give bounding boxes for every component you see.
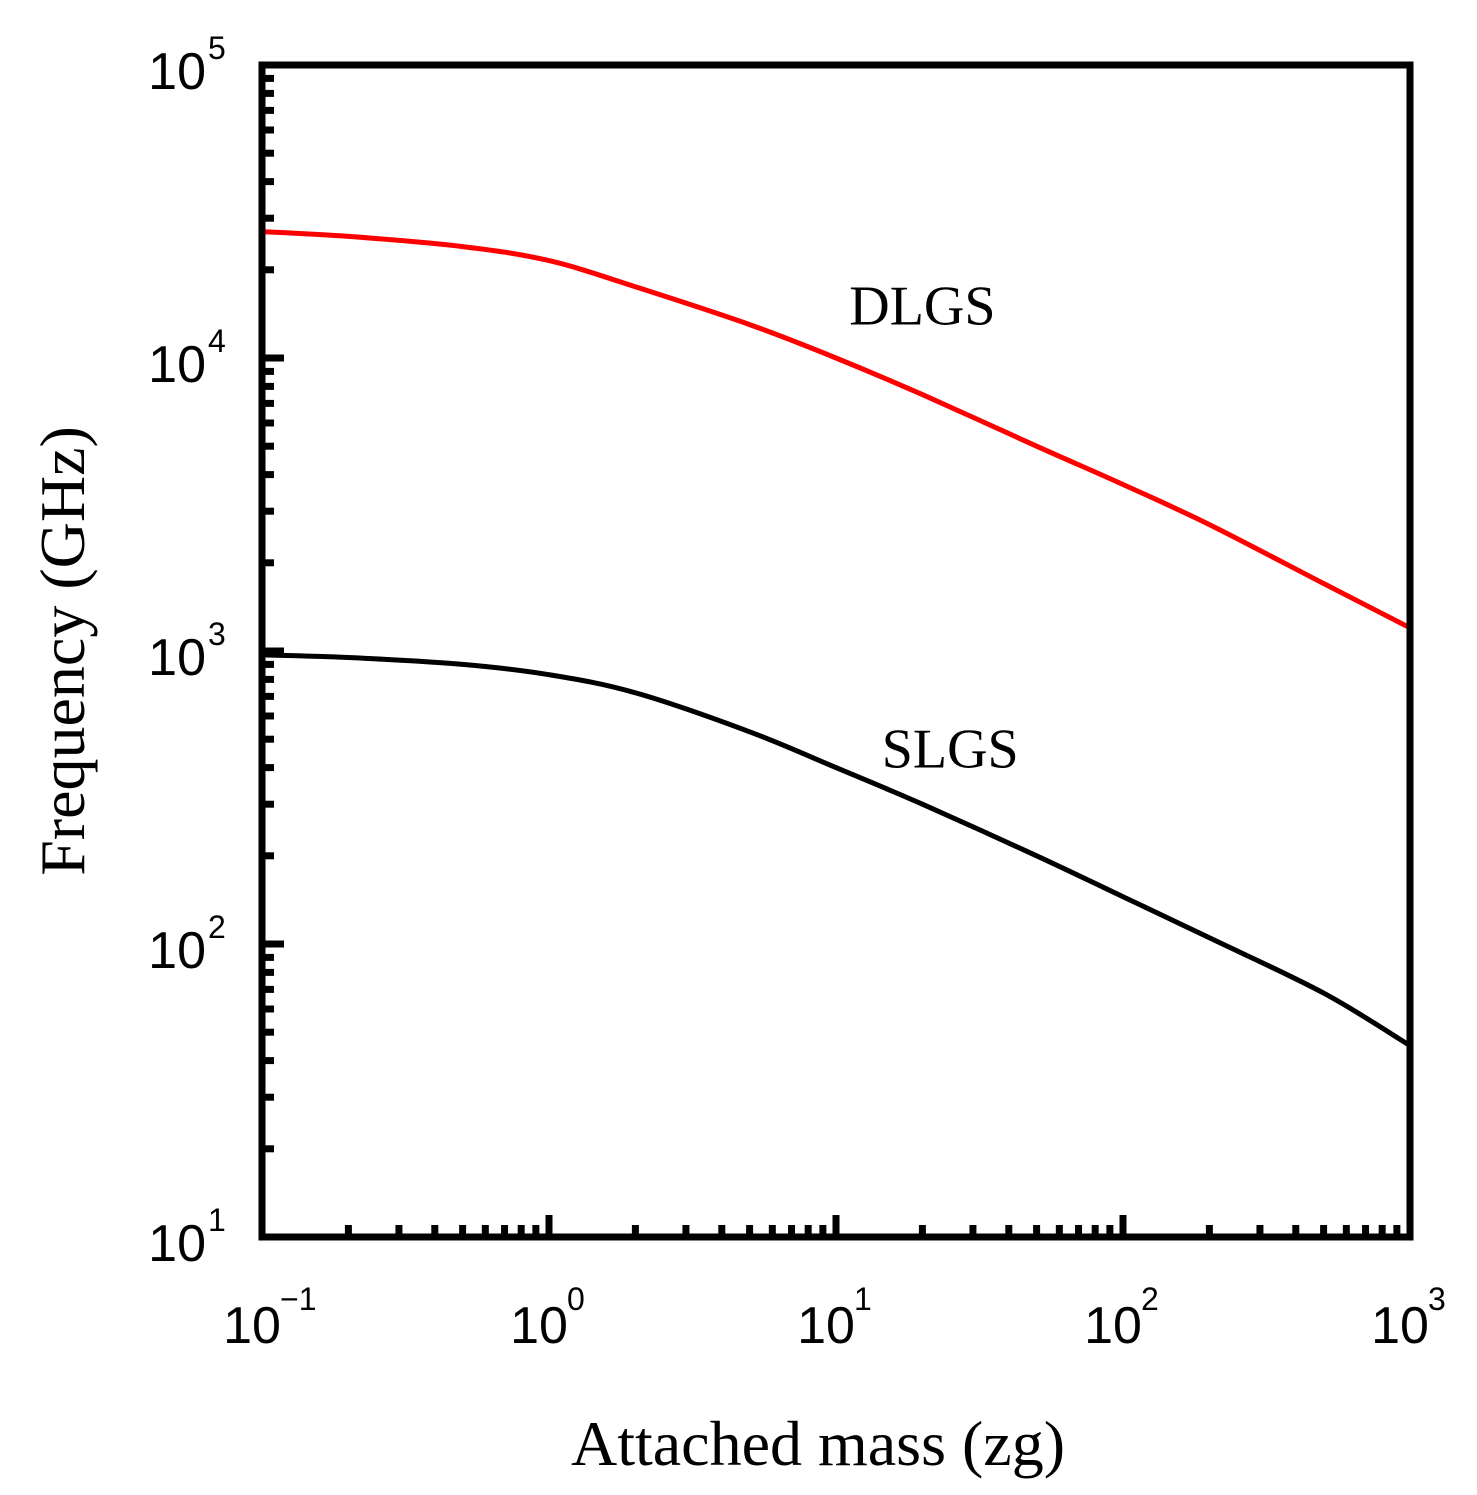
y-tick-label: 10 5 (148, 30, 226, 101)
series-label-slgs: SLGS (882, 719, 1019, 781)
y-tick-exponent: 1 (208, 1202, 226, 1238)
x-tick-label: 10 −1 (223, 1281, 316, 1355)
x-tick-base: 10 (1371, 1297, 1429, 1355)
y-tick-base: 10 (148, 1215, 206, 1273)
series-label-dlgs: DLGS (849, 276, 995, 338)
x-tick-exponent: 0 (567, 1281, 585, 1317)
y-tick-label: 10 2 (148, 909, 226, 980)
x-tick-label: 10 2 (1084, 1281, 1159, 1355)
y-tick-label: 10 3 (148, 616, 226, 687)
y-tick-exponent: 4 (208, 323, 226, 359)
series-labels: DLGS SLGS (849, 276, 1018, 781)
y-tick-exponent: 2 (208, 909, 226, 945)
x-tick-label: 10 3 (1371, 1281, 1446, 1355)
y-tick-exponent: 3 (208, 616, 226, 652)
y-tick-base: 10 (148, 922, 206, 980)
x-tick-base: 10 (797, 1297, 855, 1355)
series-line-dlgs (261, 229, 1412, 631)
x-tick-exponent: 3 (1428, 1281, 1446, 1317)
x-axis-title: Attached mass (zg) (571, 1408, 1065, 1479)
x-tick-label: 10 0 (510, 1281, 585, 1355)
x-tick-base: 10 (223, 1297, 281, 1355)
tick-labels: 10 −1 10 0 10 1 10 2 10 310 110 210 310 410 5 (148, 30, 1446, 1355)
series-lines (261, 229, 1412, 1048)
y-tick-label: 10 1 (148, 1202, 226, 1273)
y-tick-base: 10 (148, 629, 206, 687)
x-tick-base: 10 (1084, 1297, 1142, 1355)
y-tick-label: 10 4 (148, 323, 226, 394)
x-tick-exponent: 2 (1141, 1281, 1159, 1317)
plot-frame (258, 61, 1414, 1241)
y-tick-exponent: 5 (208, 30, 226, 66)
y-tick-base: 10 (148, 336, 206, 394)
y-axis-title: Frequency (GHz) (27, 426, 98, 876)
x-tick-base: 10 (510, 1297, 568, 1355)
y-tick-base: 10 (148, 43, 206, 101)
x-tick-exponent: 1 (854, 1281, 872, 1317)
series-line-slgs (261, 652, 1412, 1048)
x-tick-label: 10 1 (797, 1281, 872, 1355)
axis-ticks (258, 61, 1414, 1241)
x-tick-exponent: −1 (280, 1281, 316, 1317)
